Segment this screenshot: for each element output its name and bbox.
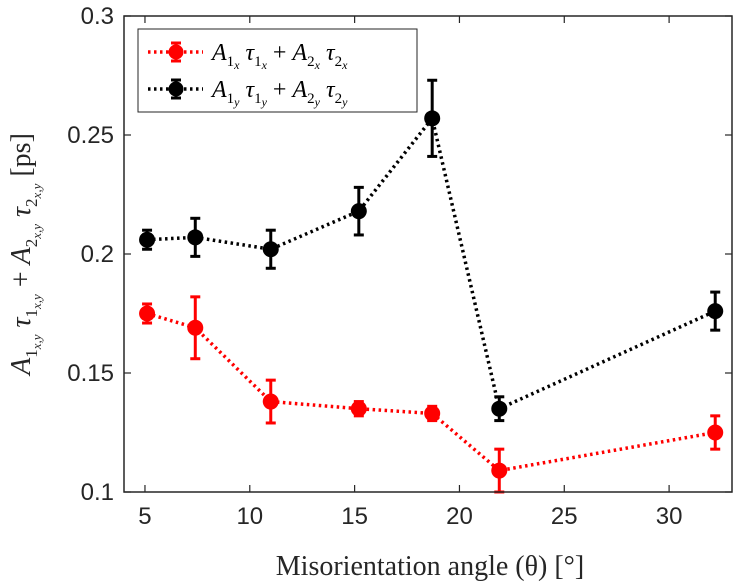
y-tick-label-0: 0.1 [81,479,114,506]
plot-layer [139,78,724,494]
x-tick-label-3: 20 [446,503,473,530]
legend-box [137,28,418,113]
x-axis-title: Misorientation angle (θ) [°] [276,551,584,582]
x-tick-label-4: 25 [551,503,578,530]
x-tick-label-0: 5 [138,503,151,530]
series-0-line [146,311,716,473]
y-tick-label-3: 0.25 [67,122,114,149]
legend-marker-red [168,44,184,60]
series-1-point-3 [350,203,367,220]
series-0-point-5 [491,462,508,479]
series-1-point-5 [491,400,508,417]
legend-marker-black [168,81,184,97]
series-0-point-6 [707,424,724,441]
series-1-point-1 [187,229,204,246]
y-tick-label-4: 0.3 [81,3,114,30]
series-0-point-0 [139,305,156,322]
series-1-point-6 [707,303,724,320]
series-0-point-1 [187,319,204,336]
legend: A1x τ1x + A2x τ2x A1y τ1y + A2y τ2y [137,28,418,113]
series-1-point-0 [139,231,156,248]
x-tick-label-5: 30 [656,503,683,530]
series-1-point-2 [262,241,279,258]
ticks-layer: 5 10 15 20 25 30 0.1 0.15 0.2 0.25 0.3 [67,3,732,530]
y-axis-title: A1x,y τ1x,y + A2x,y τ2x,y [ps] [6,133,44,377]
series-0-point-2 [262,393,279,410]
x-tick-label-2: 15 [341,503,368,530]
y-tick-label-2: 0.2 [81,241,114,268]
series-0-point-3 [350,400,367,417]
series-0-point-4 [424,405,441,422]
series-1-point-4 [424,110,441,127]
x-tick-label-1: 10 [236,503,263,530]
y-tick-label-1: 0.15 [67,360,114,387]
